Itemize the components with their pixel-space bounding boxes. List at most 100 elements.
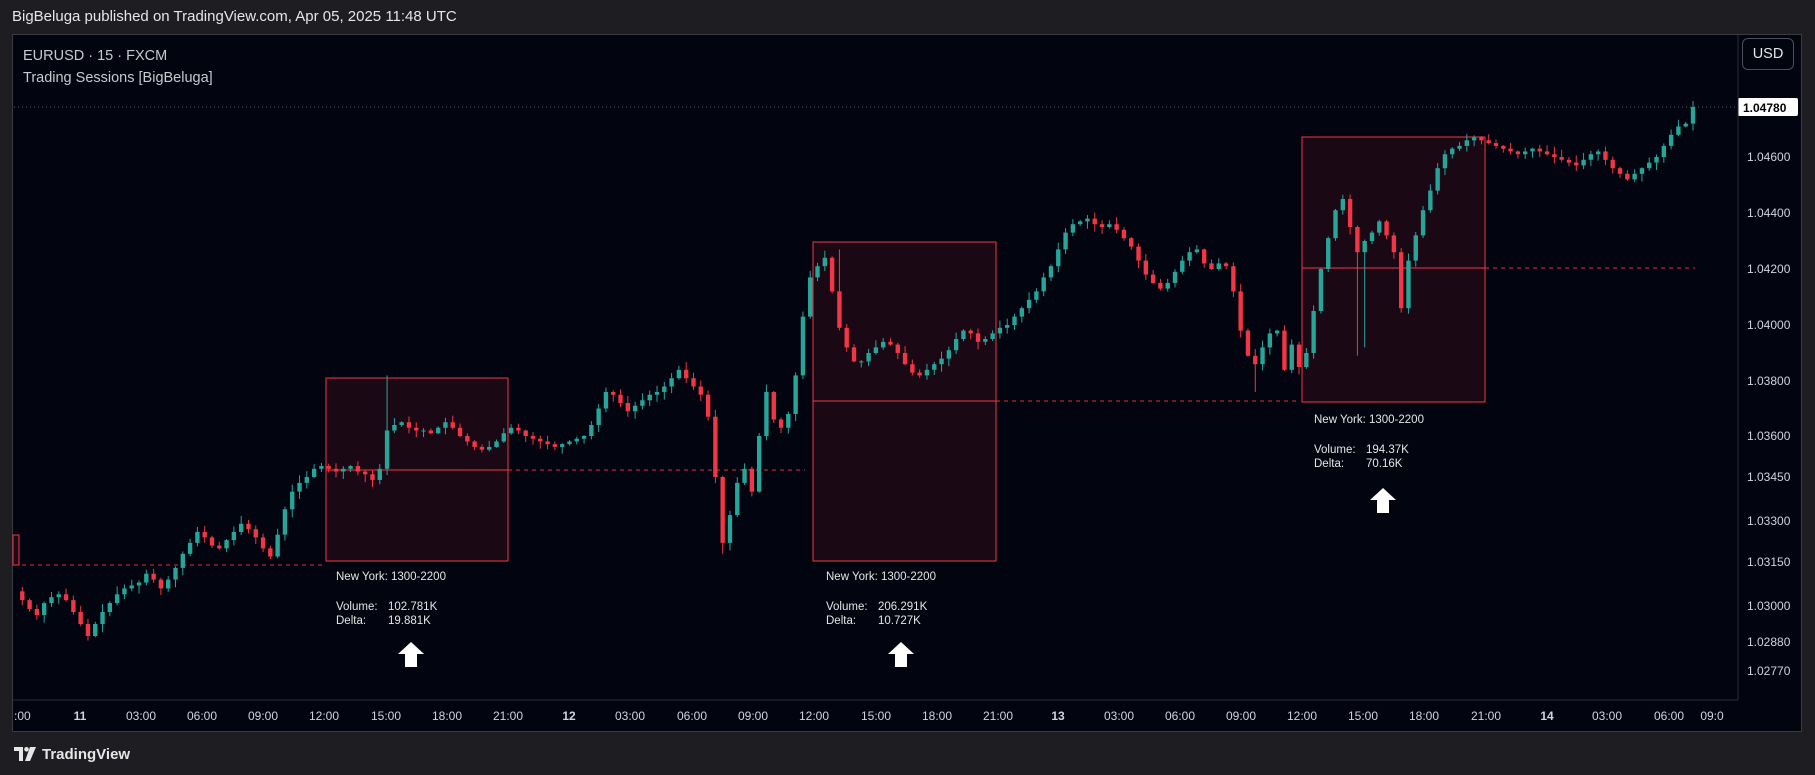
- candle-body: [1114, 224, 1119, 230]
- session-volume-value: 194.37K: [1366, 444, 1409, 456]
- candle-body: [1362, 241, 1367, 253]
- candle-body: [392, 425, 397, 431]
- candle-body: [1304, 353, 1309, 367]
- x-axis-tick: 15:00: [371, 709, 401, 723]
- candle-body: [297, 482, 302, 492]
- candle-body: [224, 540, 229, 549]
- session-box-left-edge: [12, 534, 20, 566]
- candle-body: [1632, 173, 1637, 180]
- x-axis-tick: 21:00: [493, 709, 523, 723]
- candle-body: [559, 444, 565, 447]
- candle-body: [975, 333, 981, 342]
- x-axis-tick: 12:00: [799, 709, 829, 723]
- candle-body: [136, 582, 142, 586]
- x-axis-tick: 09:00: [1226, 709, 1256, 723]
- candle-body: [1194, 249, 1200, 253]
- candle-body: [363, 471, 368, 475]
- y-axis-tick: 1.03800: [1747, 374, 1791, 388]
- candle-body: [1683, 123, 1688, 127]
- chart-legend[interactable]: EURUSD · 15 · FXCM Trading Sessions [Big…: [23, 45, 213, 89]
- candle-body: [166, 579, 171, 589]
- x-axis-tick: 21:00: [983, 709, 1013, 723]
- candle-body: [1326, 238, 1331, 269]
- candle-body: [41, 603, 47, 615]
- candle-body: [581, 436, 587, 439]
- candle-body: [1574, 162, 1579, 166]
- candle-body: [195, 531, 200, 543]
- session-delta-label: Delta:: [336, 615, 366, 627]
- candle-body: [1267, 333, 1273, 348]
- candle-body: [837, 291, 842, 328]
- candle-body: [1085, 218, 1090, 222]
- candle-body: [939, 358, 944, 365]
- candle-body: [800, 316, 806, 376]
- candle-body: [1172, 271, 1178, 283]
- candle-body: [1406, 260, 1411, 309]
- candle-body: [78, 612, 83, 624]
- candle-body: [1654, 157, 1659, 163]
- candle-body: [902, 353, 908, 365]
- candle-body: [880, 341, 886, 348]
- x-axis-tick: 15:00: [1348, 709, 1378, 723]
- y-axis-tick: 1.03000: [1747, 599, 1791, 613]
- candle-body: [910, 364, 915, 373]
- candle-body: [1668, 134, 1674, 146]
- published-header: BigBeluga published on TradingView.com, …: [0, 0, 1815, 34]
- candle-body: [85, 624, 91, 636]
- footer-bar: [0, 732, 1815, 775]
- candle-body: [523, 430, 528, 436]
- candle-body: [319, 466, 324, 469]
- candle-body: [1063, 232, 1068, 250]
- candle-body: [217, 545, 222, 549]
- candle-body: [1464, 140, 1470, 146]
- session-box: [1301, 136, 1486, 403]
- candle-body: [1056, 249, 1061, 267]
- candle-body: [735, 482, 740, 516]
- x-axis-tick: 09:0: [1700, 709, 1724, 723]
- candle-body: [93, 624, 98, 636]
- candle-body: [1048, 266, 1054, 278]
- candle-body: [1442, 154, 1448, 169]
- x-axis-tick: 06:00: [1654, 709, 1684, 723]
- candle-body: [1647, 162, 1652, 169]
- tradingview-logo[interactable]: TradingView: [14, 744, 130, 764]
- candle-body: [435, 427, 441, 434]
- currency-button[interactable]: USD: [1742, 38, 1794, 70]
- candle-body: [1515, 151, 1521, 155]
- candle-body: [983, 339, 988, 342]
- candle-body: [713, 416, 718, 477]
- candle-body: [414, 427, 419, 431]
- session-delta-label: Delta:: [1314, 458, 1344, 470]
- candle-body: [1676, 126, 1681, 135]
- candle-body: [1019, 308, 1024, 317]
- candle-body: [1274, 330, 1280, 334]
- session-volume-value: 102.781K: [388, 601, 438, 613]
- last-price-tag: [1738, 98, 1798, 116]
- candle-body: [377, 468, 382, 480]
- symbol-line[interactable]: EURUSD · 15 · FXCM: [23, 48, 168, 64]
- x-axis-tick: 09:00: [248, 709, 278, 723]
- candle-body: [1253, 355, 1258, 365]
- candle-body: [231, 531, 237, 541]
- indicator-name[interactable]: Trading Sessions [BigBeluga]: [23, 70, 213, 86]
- candle-body: [822, 257, 828, 267]
- candle-body: [997, 327, 1003, 334]
- candle-body: [1355, 227, 1360, 253]
- candle-body: [1099, 224, 1105, 227]
- candle-body: [1289, 344, 1294, 370]
- candle-body: [238, 523, 244, 532]
- candle-body: [545, 441, 550, 445]
- tradingview-brand: TradingView: [42, 745, 131, 763]
- x-axis-tick: 18:00: [922, 709, 952, 723]
- candle-body: [932, 364, 937, 370]
- candle-body: [1471, 137, 1477, 141]
- candle-body: [1610, 159, 1615, 169]
- y-axis-tick: 1.02770: [1747, 664, 1791, 678]
- candle-body: [399, 422, 404, 425]
- x-axis-tick: 09:00: [738, 709, 768, 723]
- candle-body: [968, 330, 973, 334]
- candle-body: [778, 419, 784, 428]
- candle-body: [1041, 277, 1046, 292]
- session-volume-label: Volume:: [826, 601, 868, 613]
